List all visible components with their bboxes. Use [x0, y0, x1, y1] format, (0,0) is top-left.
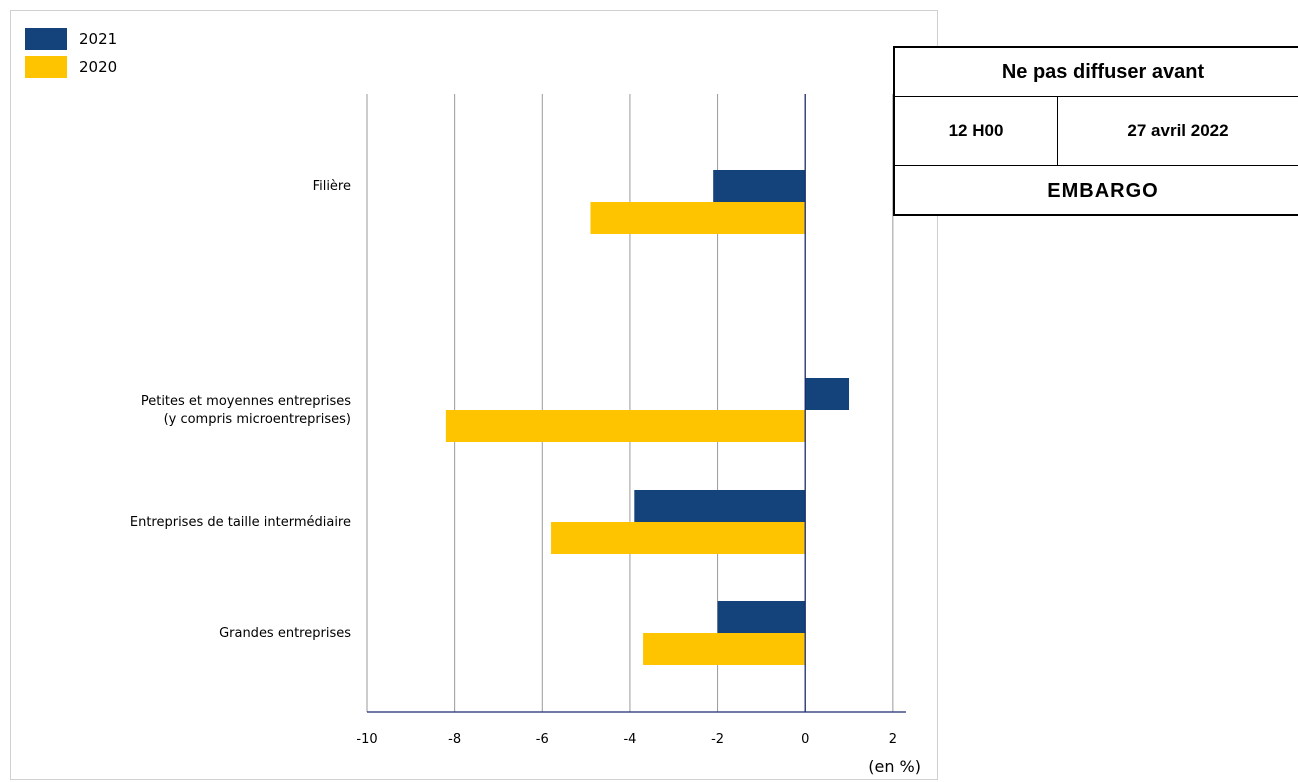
legend-swatch-2020 — [25, 56, 67, 78]
embargo-date: 27 avril 2022 — [1127, 121, 1229, 140]
category-label-1: Petites et moyennes entreprises (y compri… — [141, 394, 351, 427]
legend-label-2020: 2020 — [79, 58, 118, 76]
embargo-label: EMBARGO — [1047, 179, 1159, 202]
category-label-3: Grandes entreprises — [219, 626, 351, 641]
embargo-time: 12 H00 — [895, 97, 1058, 165]
category-label-2: Entreprises de taille intermédiaire — [130, 515, 351, 530]
legend-item-2020: 2020 — [25, 53, 117, 81]
bar-2020-3 — [643, 633, 806, 665]
x-tick-label-0: -10 — [356, 732, 377, 747]
legend-label-2021: 2021 — [79, 30, 118, 48]
x-tick-label-5: 0 — [801, 732, 809, 747]
embargo-box: Ne pas diffuser avant 12 H00 27 avril 20… — [893, 46, 1298, 216]
bar-2021-2 — [634, 490, 806, 522]
x-tick-label-6: 2 — [889, 732, 897, 747]
chart-legend: 2021 2020 — [25, 25, 117, 81]
category-label-0: Filière — [313, 179, 351, 194]
legend-swatch-2021 — [25, 28, 67, 50]
bar-2020-0 — [590, 202, 806, 234]
unit-label: (en %) — [868, 757, 921, 776]
bar-2021-3 — [717, 601, 806, 633]
legend-item-2021: 2021 — [25, 25, 117, 53]
x-tick-label-4: -2 — [711, 732, 724, 747]
x-tick-label-1: -8 — [448, 732, 461, 747]
x-tick-label-2: -6 — [536, 732, 549, 747]
embargo-title: Ne pas diffuser avant — [895, 48, 1298, 97]
embargo-time-row: 12 H00 27 avril 2022 — [895, 97, 1298, 166]
chart-frame — [10, 10, 938, 780]
x-tick-label-3: -4 — [623, 732, 636, 747]
bar-2021-0 — [713, 170, 806, 202]
bar-2020-2 — [551, 522, 806, 554]
bar-2021-1 — [805, 378, 850, 410]
bar-2020-1 — [445, 410, 806, 442]
